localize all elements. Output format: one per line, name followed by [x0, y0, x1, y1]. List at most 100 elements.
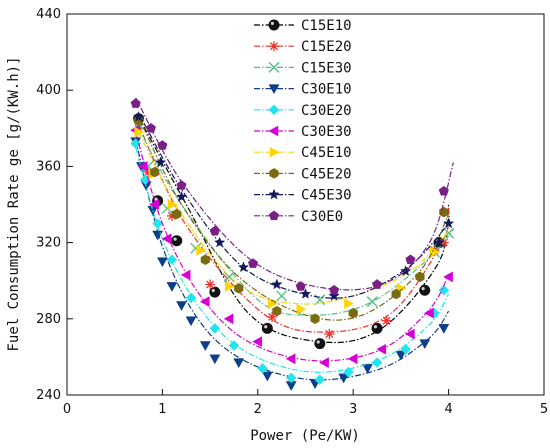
data-point [237, 261, 250, 273]
marker-highlight [211, 288, 215, 293]
y-tick-label: 360 [36, 159, 61, 174]
data-point [199, 341, 211, 351]
data-point [209, 354, 221, 365]
data-point [157, 140, 168, 150]
data-point [132, 110, 145, 122]
legend-item-c15e30: C15E30 [254, 60, 352, 76]
data-point [196, 244, 207, 256]
marker-highlight [173, 237, 177, 241]
legend-label: C30E10 [301, 82, 352, 98]
data-point [347, 353, 358, 365]
marker-highlight [264, 325, 268, 329]
data-point [150, 166, 160, 178]
data-point [430, 246, 440, 258]
data-point [439, 206, 449, 218]
data-point [166, 282, 178, 292]
series-c45e30 [132, 110, 455, 301]
series-c30e30 [130, 124, 453, 369]
data-point [134, 126, 145, 138]
data-point [405, 254, 416, 265]
data-point [161, 233, 172, 245]
data-point [433, 236, 445, 248]
data-point [299, 288, 312, 299]
y-tick-label: 440 [36, 7, 61, 22]
data-point [261, 322, 273, 334]
data-point [223, 313, 234, 325]
legend-item-c30e20: C30E20 [254, 103, 352, 119]
data-point [362, 364, 373, 374]
data-point [180, 269, 191, 281]
data-point [371, 357, 383, 368]
data-point [213, 236, 226, 248]
legend-label: C45E10 [301, 145, 352, 161]
data-point [324, 329, 335, 340]
data-point [176, 180, 187, 190]
series-line [138, 116, 450, 344]
data-point [296, 303, 307, 315]
series-layer [130, 97, 455, 391]
legend-label: C45E20 [301, 166, 352, 182]
series-line [138, 128, 454, 316]
series-line [138, 116, 450, 321]
series-c30e10 [130, 137, 450, 391]
data-point [185, 316, 197, 327]
data-point [391, 288, 401, 300]
data-point [442, 217, 455, 229]
legend-label: C30E0 [301, 209, 343, 225]
data-point [348, 307, 358, 319]
y-tick-label: 280 [36, 312, 61, 327]
legend-label: C15E30 [301, 60, 352, 76]
data-point [271, 278, 283, 290]
legend: C15E10 C15E20 C15E30 C30E10 C30E20 C30E30 C45E… [254, 18, 352, 225]
data-point [269, 146, 280, 158]
data-point [268, 84, 280, 95]
data-point [145, 122, 157, 133]
legend-item-c45e30: C45E30 [254, 188, 352, 204]
series-c45e20 [133, 115, 450, 325]
legend-item-c30e30: C30E30 [254, 124, 352, 140]
data-point [319, 357, 329, 369]
legend-item-c15e20: C15E20 [254, 39, 352, 55]
data-point [199, 296, 210, 308]
series-line [138, 131, 450, 305]
data-point [314, 338, 326, 350]
data-point [200, 254, 210, 266]
series-c30e20 [130, 138, 450, 386]
legend-item-c30e0: C30E0 [254, 209, 343, 225]
data-point [268, 104, 280, 116]
data-point [329, 284, 340, 295]
data-point [438, 284, 450, 296]
series-c30e0 [130, 97, 454, 295]
legend-item-c15e10: C15E10 [254, 18, 352, 34]
series-line [138, 124, 451, 333]
data-point [268, 19, 280, 31]
legend-item-c30e10: C30E10 [254, 82, 352, 98]
legend-label: C45E30 [301, 188, 352, 204]
data-point [149, 199, 160, 210]
series-line [138, 112, 450, 299]
marker-highlight [154, 197, 158, 201]
data-point [167, 199, 178, 210]
data-point [152, 218, 163, 229]
data-point [224, 280, 235, 292]
data-point [130, 98, 141, 108]
data-point [371, 322, 383, 334]
y-tick-label: 320 [36, 236, 61, 251]
data-point [234, 283, 244, 294]
legend-label: C15E20 [301, 39, 352, 55]
series-c45e10 [134, 126, 450, 315]
legend-label: C30E30 [301, 124, 352, 140]
data-point [176, 301, 187, 311]
x-tick-label: 1 [158, 402, 166, 417]
data-point [415, 271, 425, 283]
data-point [443, 227, 455, 239]
x-tick-label: 2 [254, 402, 262, 417]
series-line [135, 97, 454, 291]
data-point [268, 61, 280, 73]
legend-label: C30E20 [301, 103, 352, 119]
data-point [137, 160, 148, 172]
data-point [209, 225, 220, 236]
ticks-layer: 0 1 2 3 4 5 240 280 320 360 400 440 [36, 7, 548, 417]
data-point [261, 371, 273, 382]
marker-highlight [270, 21, 274, 25]
